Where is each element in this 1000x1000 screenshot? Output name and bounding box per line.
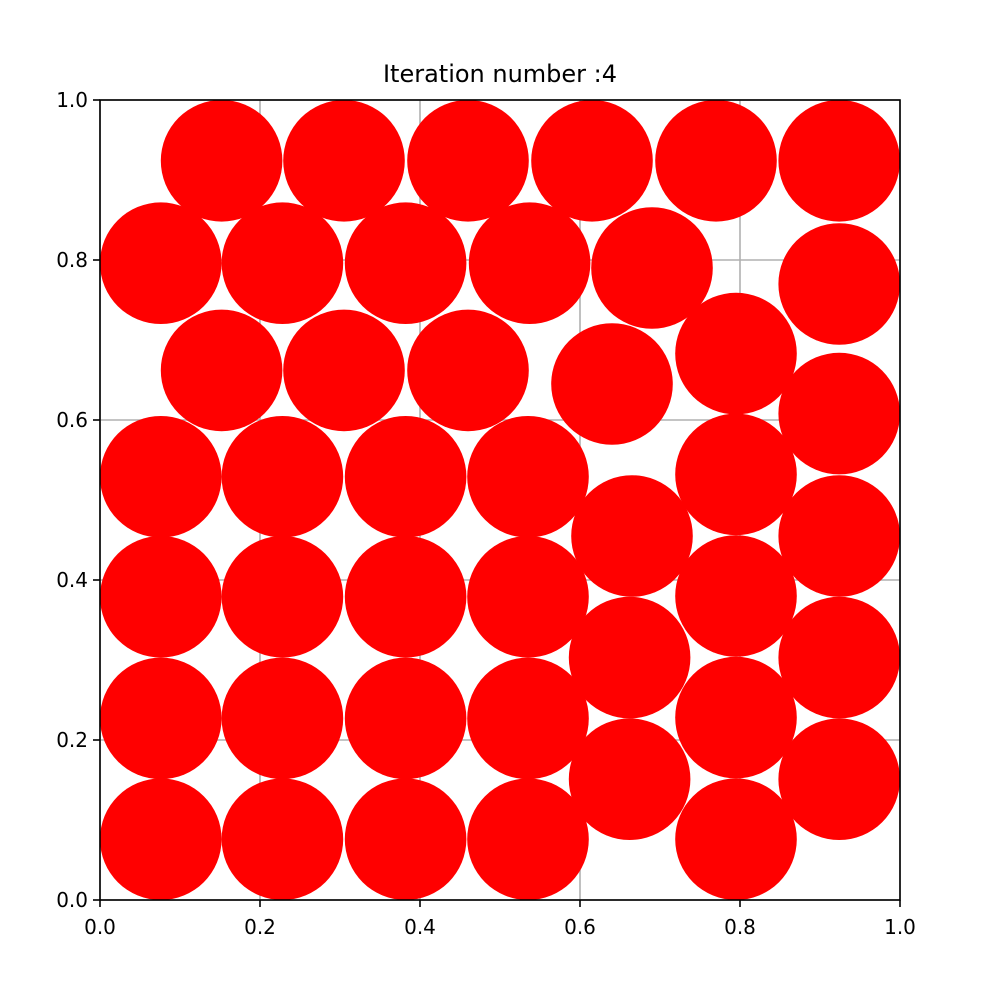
y-tick-label: 0.4 — [56, 568, 88, 592]
data-point — [221, 416, 344, 538]
data-point — [283, 100, 405, 222]
data-point — [675, 413, 797, 536]
data-point — [778, 352, 900, 475]
data-point — [468, 202, 591, 324]
data-point — [675, 535, 797, 657]
data-point — [778, 596, 900, 719]
data-point — [531, 100, 653, 222]
data-point — [467, 778, 589, 900]
data-point — [344, 536, 467, 658]
data-point — [591, 207, 713, 329]
y-axis: 0.0 0.2 0.4 0.6 0.8 1.0 — [56, 88, 100, 912]
chart-title: Iteration number :4 — [383, 60, 617, 88]
data-point — [100, 202, 222, 324]
data-point — [778, 223, 900, 345]
data-point — [221, 202, 344, 324]
x-tick-label: 0.8 — [724, 915, 756, 939]
data-point — [467, 657, 589, 780]
data-point — [344, 657, 467, 780]
data-point — [778, 718, 900, 840]
x-tick-label: 0.6 — [564, 915, 596, 939]
y-tick-label: 1.0 — [56, 88, 88, 112]
data-point — [675, 292, 797, 415]
data-point — [568, 596, 691, 719]
data-point — [655, 100, 777, 222]
data-point — [778, 475, 900, 597]
data-point — [675, 778, 797, 900]
data-point — [675, 656, 797, 779]
data-point — [344, 202, 467, 324]
y-tick-label: 0.2 — [56, 728, 88, 752]
data-point — [778, 100, 900, 222]
x-tick-label: 0.2 — [244, 915, 276, 939]
data-point — [571, 475, 693, 597]
y-tick-label: 0.8 — [56, 248, 88, 272]
data-point — [100, 778, 222, 900]
data-point — [344, 416, 467, 538]
data-point — [407, 100, 529, 222]
y-tick-label: 0.6 — [56, 408, 88, 432]
data-point — [160, 100, 283, 222]
data-point — [221, 778, 344, 900]
data-point — [100, 536, 222, 658]
x-tick-label: 0.4 — [404, 915, 436, 939]
x-tick-label: 0.0 — [84, 915, 116, 939]
data-point — [467, 416, 589, 538]
data-point — [551, 323, 673, 445]
data-point — [344, 778, 467, 900]
data-point — [100, 416, 222, 538]
y-tick-label: 0.0 — [56, 888, 88, 912]
data-point — [467, 536, 589, 658]
data-point — [568, 718, 691, 840]
data-point — [283, 309, 405, 432]
x-tick-label: 1.0 — [884, 915, 916, 939]
data-point — [407, 309, 529, 432]
data-point — [160, 309, 283, 432]
x-axis: 0.0 0.2 0.4 0.6 0.8 1.0 — [84, 900, 916, 939]
data-point — [100, 657, 222, 780]
data-point — [221, 657, 344, 780]
data-points — [100, 100, 900, 900]
data-point — [221, 536, 344, 658]
plot-frame — [99, 99, 901, 901]
